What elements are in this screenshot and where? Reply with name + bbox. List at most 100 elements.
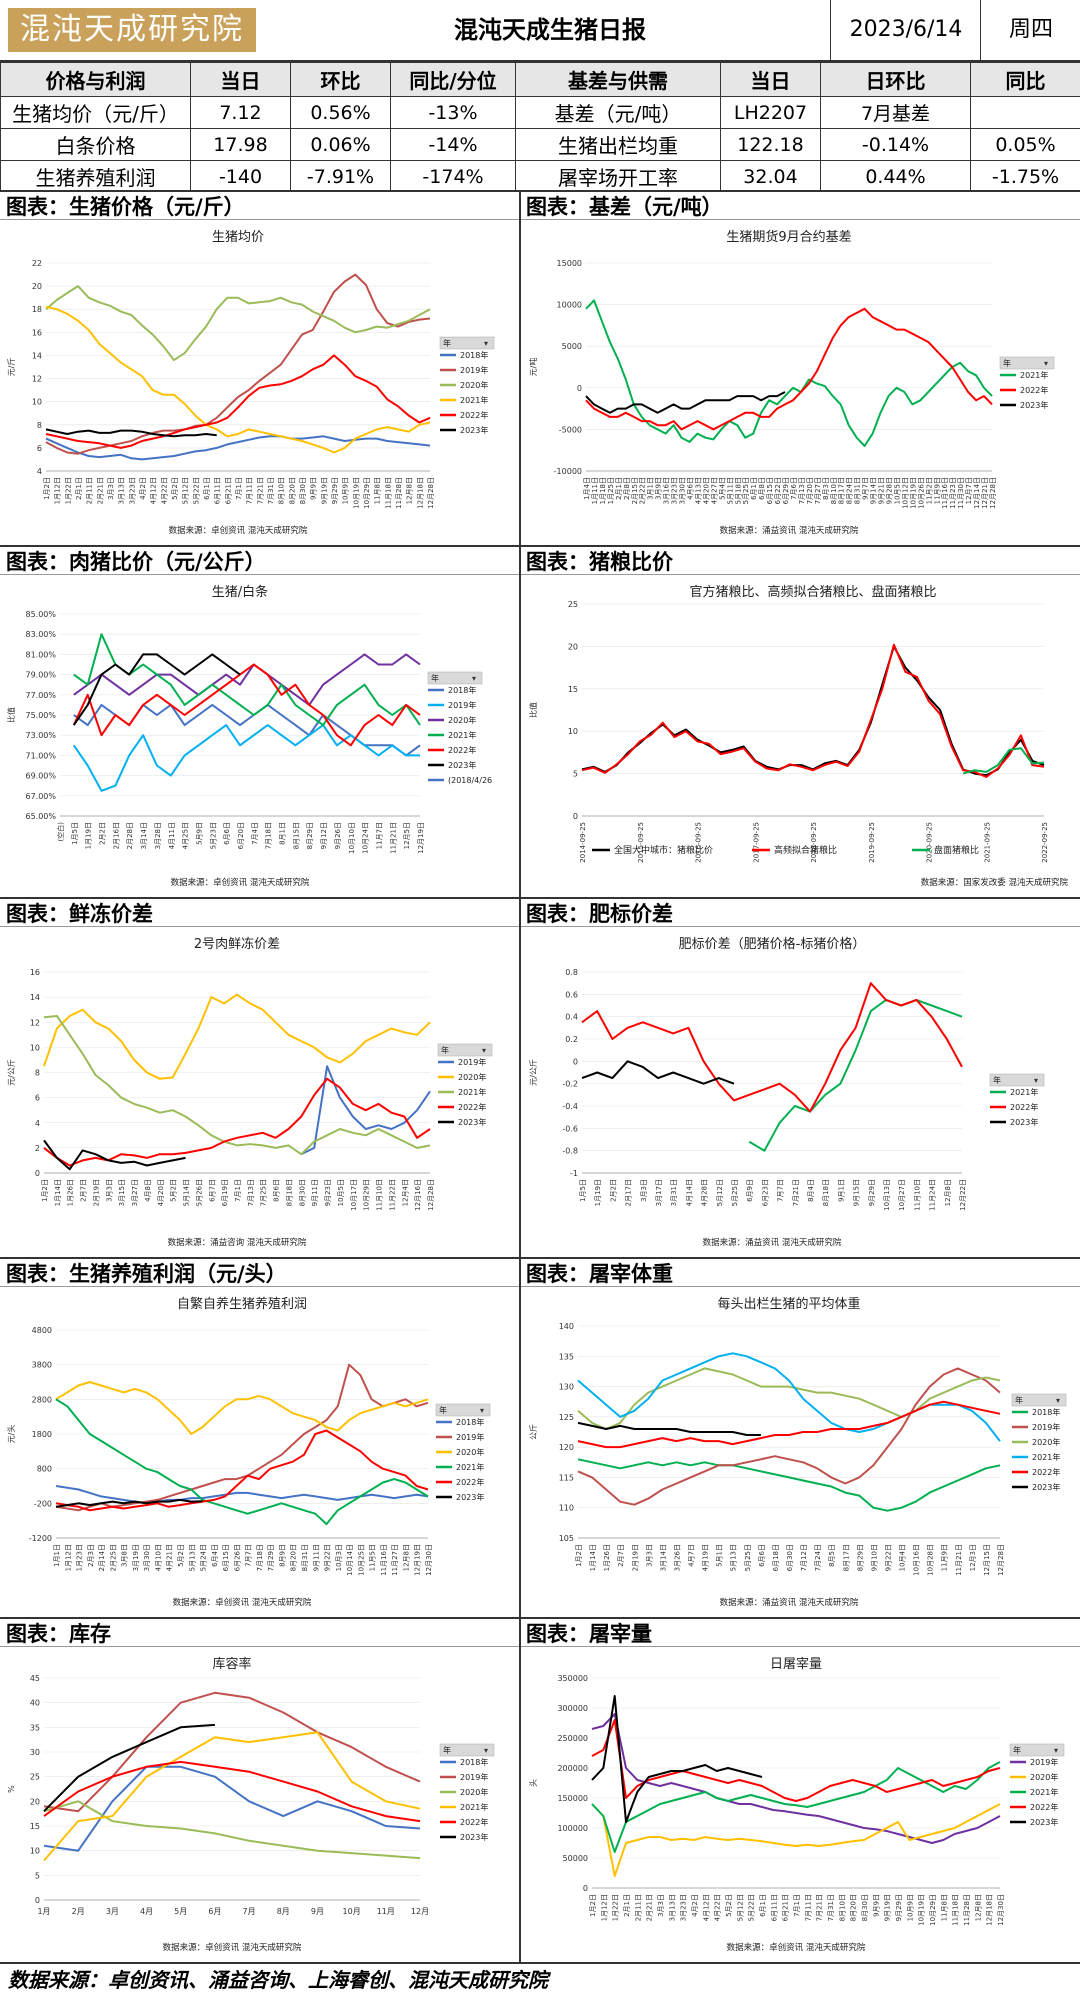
x-tick-label: 2月25日 <box>109 1544 117 1571</box>
section-title: 图表：猪粮比价 <box>520 545 1080 575</box>
x-tick-label: 9月10日 <box>870 1544 878 1571</box>
y-axis-label: 元/头 <box>6 1425 16 1444</box>
x-tick-label: 11月28日 <box>395 477 403 509</box>
x-tick-label: 7月12日 <box>800 1544 808 1571</box>
x-tick-label: 10月29日 <box>363 477 371 509</box>
y-tick-label: 14 <box>30 993 40 1002</box>
x-tick-label: 9月 <box>311 1907 324 1916</box>
report-header: 混沌天成研究院 混沌天成生猪日报 2023/6/14 周四 <box>0 0 1080 62</box>
x-tick-label: 2月14日 <box>98 1544 106 1571</box>
x-tick-label: 12月16日 <box>414 1179 422 1211</box>
y-tick-label: 22 <box>32 259 42 268</box>
y-tick-label: 10 <box>32 398 42 407</box>
x-tick-label: 7月21日 <box>816 1894 824 1921</box>
y-tick-label: 8 <box>37 421 42 430</box>
legend-label: 2021年 <box>448 730 476 740</box>
x-tick-label: 3月30日 <box>143 1544 151 1571</box>
legend-label: 2019年 <box>448 700 476 710</box>
x-tick-label: 10月24日 <box>362 822 370 854</box>
y-tick-label: 85.00% <box>25 610 56 619</box>
filter-icon: ▾ <box>482 1046 486 1055</box>
x-tick-label: 3月3日 <box>105 1179 113 1202</box>
y-tick-label: 1800 <box>32 1430 52 1439</box>
legend-label: 2022年 <box>458 1102 486 1112</box>
legend-label: 2022年 <box>460 1817 488 1827</box>
y-tick-label: -0.4 <box>562 1102 578 1111</box>
x-tick-label: 7月13日 <box>247 1179 255 1206</box>
x-tick-label: 11月27日 <box>391 1544 399 1576</box>
x-tick-label: 2016-09-25 <box>695 822 703 863</box>
summary-cell: 17.98 <box>191 129 291 161</box>
x-tick-label: 2月21日 <box>96 477 104 504</box>
x-tick-label: 1月19日 <box>594 1179 602 1206</box>
x-tick-label: 2月 <box>72 1907 85 1916</box>
x-tick-label: 10月29日 <box>363 1179 371 1211</box>
x-tick-label: 4月10日 <box>154 1544 162 1571</box>
x-tick-label: 7月7日 <box>777 1179 785 1202</box>
x-tick-label: 5月13日 <box>188 1544 196 1571</box>
x-tick-label: 2月3日 <box>87 1544 95 1567</box>
x-tick-label: 8月17日 <box>838 477 846 504</box>
x-tick-label: 12月18日 <box>416 477 424 509</box>
legend-label: 2022年 <box>460 410 488 420</box>
y-tick-label: 10000 <box>557 301 582 310</box>
x-tick-label: 7月18日 <box>265 822 273 849</box>
x-tick-label: 1月18日 <box>599 477 607 504</box>
legend-title: 年 <box>439 1405 447 1415</box>
y-axis-label: 头 <box>528 1779 538 1787</box>
x-tick-label: 10月19日 <box>352 477 360 509</box>
legend-label: 2020年 <box>448 715 476 725</box>
x-tick-label: 3月3日 <box>645 1544 653 1567</box>
x-tick-label: 11月16日 <box>380 1544 388 1576</box>
x-tick-label: 8月31日 <box>301 1544 309 1571</box>
column-divider <box>519 190 521 1962</box>
x-tick-label: 5月26日 <box>195 1179 203 1206</box>
summary-header-row: 价格与利润 当日 环比 同比/分位 基差与供需 当日 日环比 同比 <box>1 63 1080 97</box>
legend-label: 2022年 <box>448 745 476 755</box>
y-axis-label: 比值 <box>6 707 16 723</box>
y-tick-label: 0 <box>573 812 578 821</box>
filter-icon: ▾ <box>1044 359 1048 368</box>
x-tick-label: 2月19日 <box>631 1544 639 1571</box>
summary-cell: -140 <box>191 161 291 193</box>
x-tick-label: 1月25日 <box>607 477 615 504</box>
x-tick-label: 3月19日 <box>132 1544 140 1571</box>
summary-header-cell: 同比/分位 <box>391 63 516 97</box>
y-tick-label: 10 <box>568 727 578 736</box>
report-date: 2023/6/14 <box>830 0 981 60</box>
x-tick-label: 6月11日 <box>770 1894 778 1921</box>
y-tick-label: 0 <box>35 1896 40 1905</box>
x-tick-label: 1月26日 <box>67 1179 75 1206</box>
x-tick-label: 5月14日 <box>183 1179 191 1206</box>
x-tick-label: 12月5日 <box>403 822 411 849</box>
x-tick-label: 7月27日 <box>814 477 822 504</box>
y-tick-label: 0.8 <box>565 968 578 977</box>
x-tick-label: 9月7日 <box>862 477 870 500</box>
x-tick-label: 9月22日 <box>884 1544 892 1571</box>
x-tick-label: 4月28日 <box>701 1179 709 1206</box>
summary-header-cell: 同比 <box>971 63 1080 97</box>
x-tick-label: 3月15日 <box>118 1179 126 1206</box>
x-tick-label: 3月17日 <box>655 1179 663 1206</box>
x-tick-label: 8月18日 <box>822 1179 830 1206</box>
x-tick-label: 12月19日 <box>417 822 425 854</box>
report-title: 混沌天成生猪日报 <box>270 0 830 60</box>
legend-title: 年 <box>443 338 451 348</box>
legend-label: 2021年 <box>1032 1452 1060 1462</box>
x-tick-label: 1月2日 <box>41 1179 49 1202</box>
y-tick-label: -10000 <box>554 467 582 476</box>
summary-cell: 生猪均价（元/斤） <box>1 97 191 129</box>
x-tick-label: 9月23日 <box>324 1179 332 1206</box>
x-tick-label: 10月9日 <box>906 1894 914 1921</box>
x-tick-label: 9月11日 <box>311 1179 319 1206</box>
x-tick-label: 5月12日 <box>716 1179 724 1206</box>
x-tick-label: 3月27日 <box>131 1179 139 1206</box>
x-tick-label: 6月23日 <box>761 1179 769 1206</box>
section-title: 图表：肉猪比价（元/公斤） <box>0 545 520 575</box>
x-tick-label: 10月9日 <box>342 477 350 504</box>
summary-cell: -13% <box>391 97 516 129</box>
chart-source: 数据来源：涌益咨询 混沌天成研究院 <box>168 1237 307 1248</box>
chart-source: 数据来源：卓创资讯 混沌天成研究院 <box>171 877 310 888</box>
y-tick-label: 110 <box>559 1504 574 1513</box>
filter-icon: ▾ <box>484 1746 488 1755</box>
